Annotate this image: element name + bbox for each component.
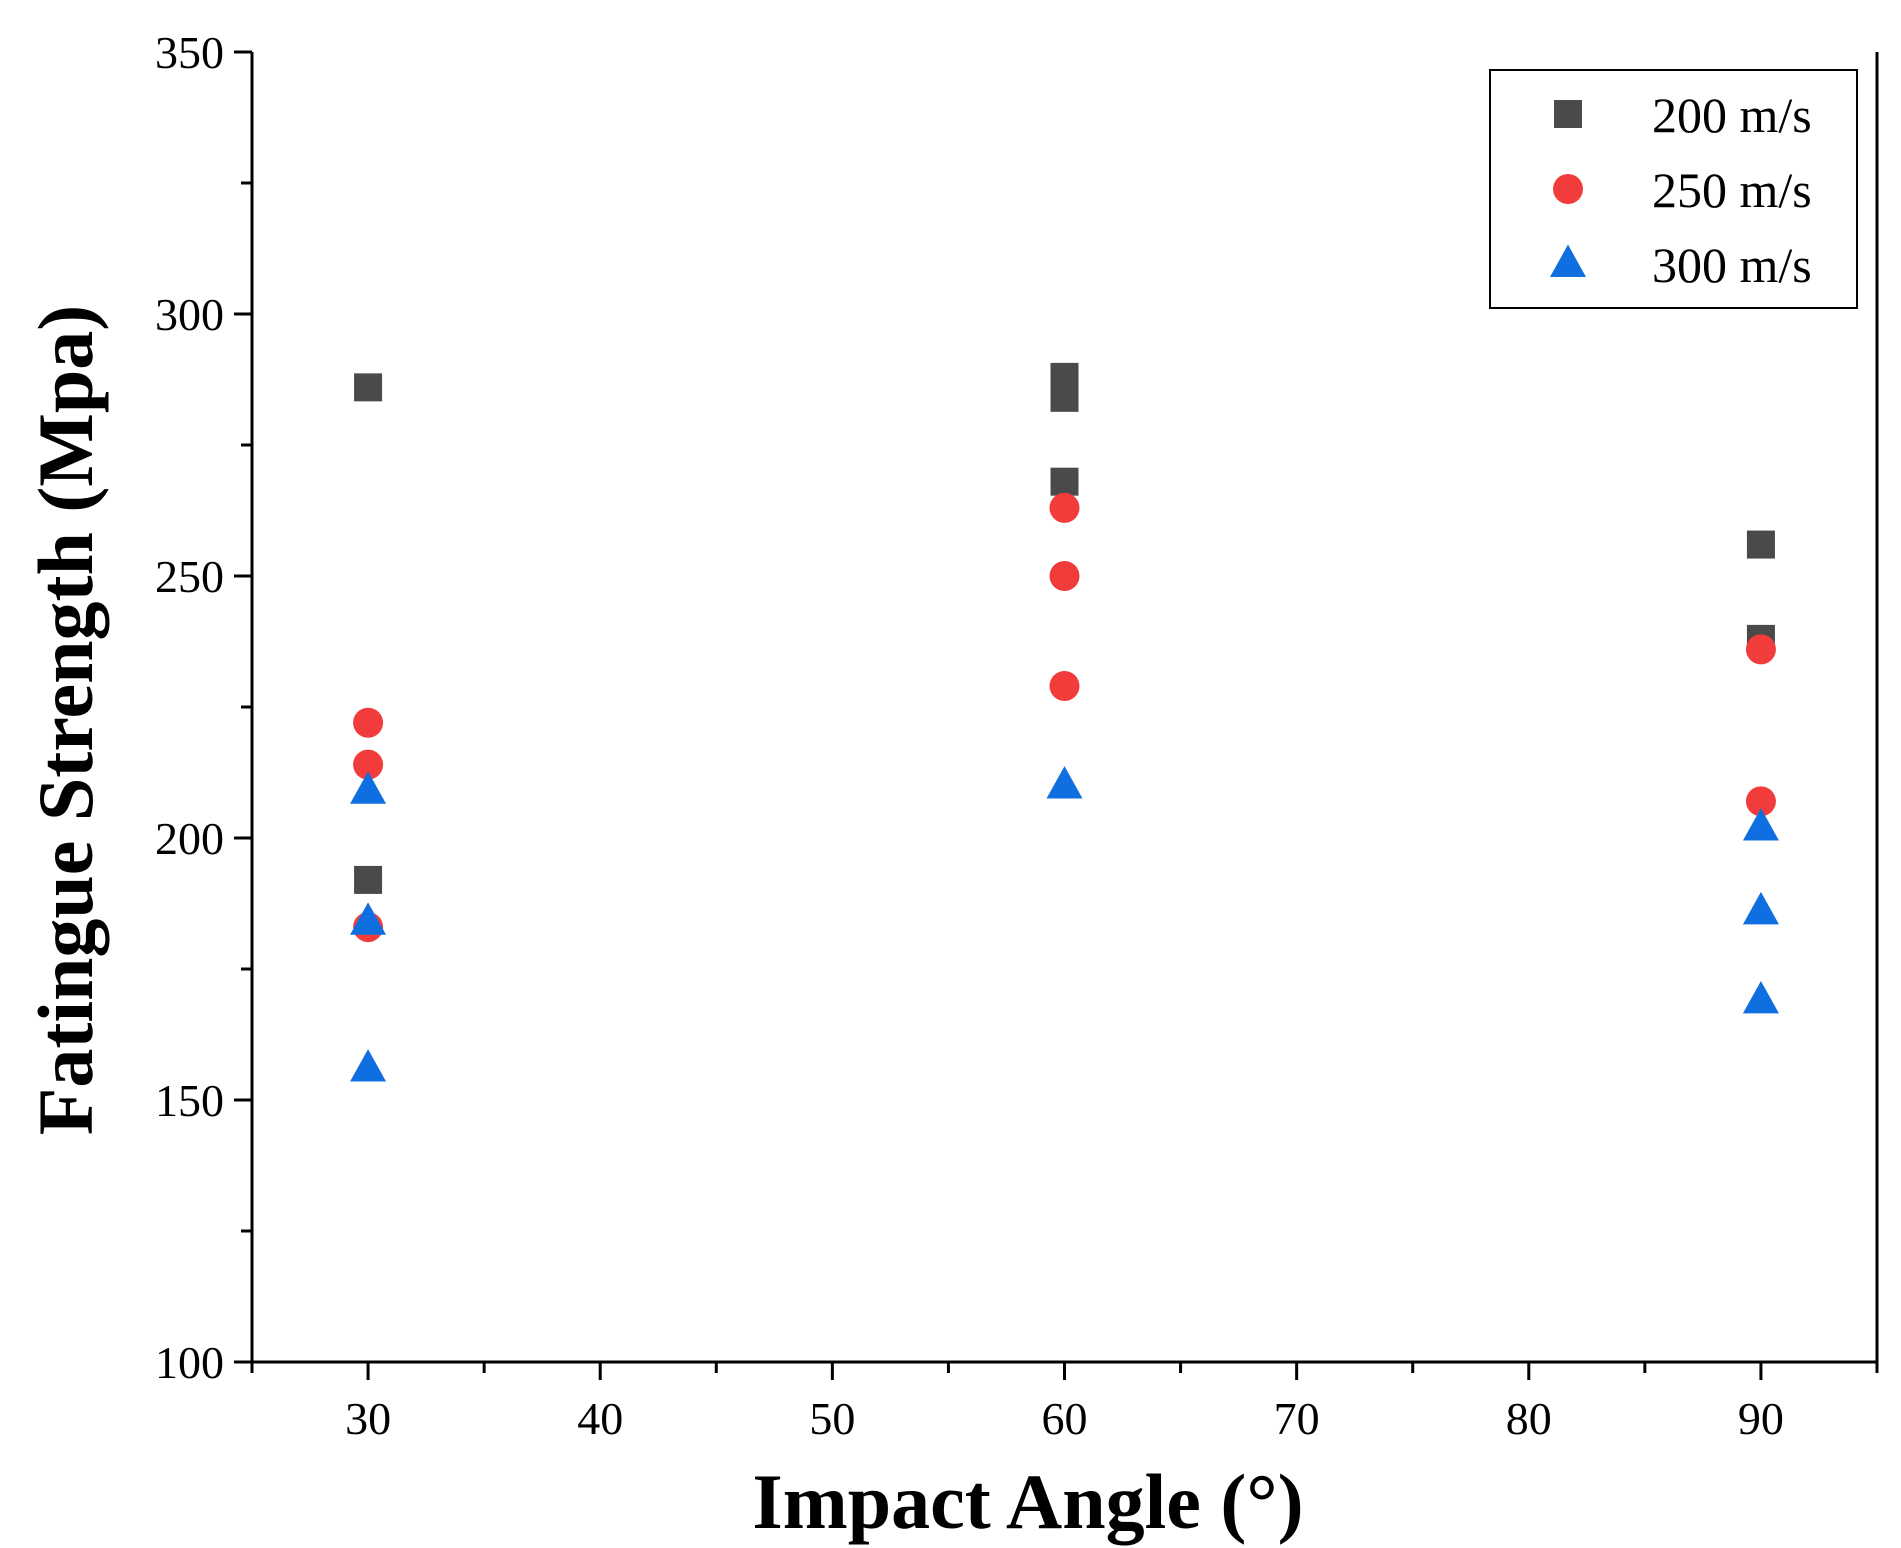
x-tick-label: 40: [577, 1393, 623, 1444]
x-tick-label: 70: [1274, 1393, 1320, 1444]
triangle-point: [350, 771, 387, 804]
x-tick-label: 60: [1042, 1393, 1088, 1444]
triangle-point: [1742, 891, 1779, 925]
circle-point: [1049, 492, 1080, 523]
circle-point: [1745, 786, 1776, 817]
y-axis-title: Fatingue Strength (Mpa): [22, 305, 109, 1136]
y-tick-label: 300: [155, 289, 224, 340]
y-tick-label: 350: [155, 27, 224, 78]
x-axis-title: Impact Angle (°): [752, 1458, 1303, 1545]
legend: 200 m/s 250 m/s 300 m/s: [1489, 69, 1858, 309]
legend-box: [1489, 69, 1858, 309]
circle-point: [1049, 561, 1080, 591]
circle-point: [1049, 671, 1080, 702]
legend-square-marker: [1554, 100, 1582, 128]
legend-entry-label: 300 m/s: [1652, 237, 1812, 293]
x-tick-label: 30: [345, 1393, 391, 1444]
legend-triangle-marker: [1550, 244, 1586, 277]
legend-entry-label: 250 m/s: [1652, 162, 1812, 218]
y-tick-label: 250: [155, 551, 224, 602]
data-marks: [350, 362, 1779, 1082]
x-tick-label: 80: [1506, 1393, 1552, 1444]
legend-circle-marker: [1553, 174, 1583, 204]
y-tick-label: 150: [155, 1075, 224, 1126]
x-tick-label: 50: [809, 1393, 855, 1444]
y-tick-label: 200: [155, 813, 224, 864]
square-point: [354, 373, 383, 402]
triangle-point: [350, 902, 387, 935]
triangle-point: [1742, 808, 1779, 841]
square-point: [1050, 467, 1079, 496]
x-tick-label: 90: [1738, 1393, 1784, 1444]
legend-entry-label: 200 m/s: [1652, 87, 1812, 143]
circle-point: [1745, 634, 1776, 665]
axes: 30 40 50 60 70 80 90 100 150 200 250 300 350: [155, 27, 1879, 1444]
square-point: [1746, 530, 1775, 559]
y-tick-label: 100: [155, 1337, 224, 1388]
circle-point: [353, 707, 384, 738]
triangle-point: [350, 1049, 387, 1082]
square-point: [354, 865, 383, 894]
circle-point: [353, 749, 384, 780]
square-point: [1050, 383, 1079, 412]
triangle-point: [1742, 981, 1779, 1014]
triangle-point: [1046, 766, 1083, 799]
